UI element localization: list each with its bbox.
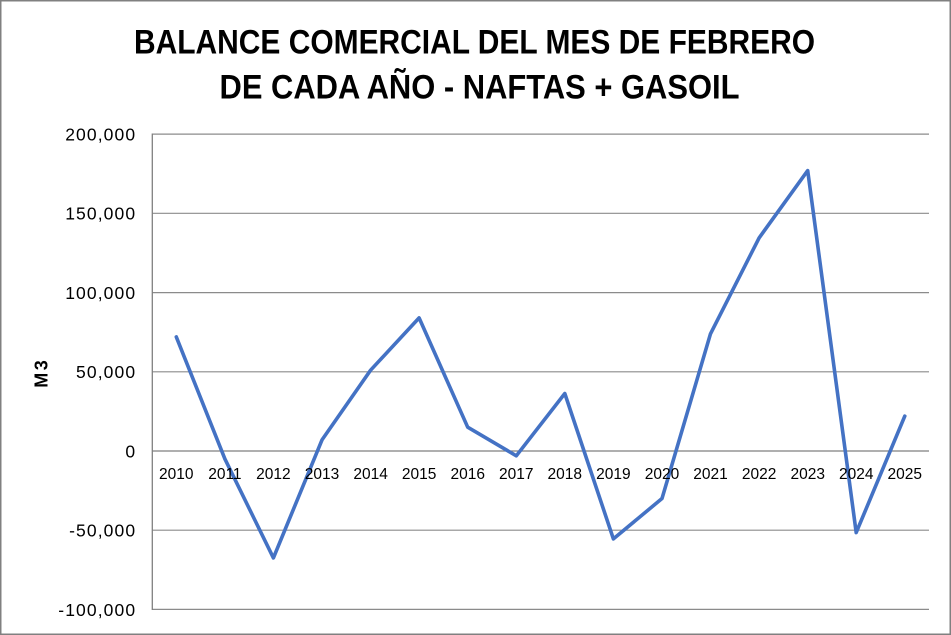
svg-text:150,000: 150,000 [65, 204, 136, 224]
svg-text:M3: M3 [31, 358, 51, 388]
svg-text:BALANCE COMERCIAL DEL MES DE F: BALANCE COMERCIAL DEL MES DE FEBRERO [134, 23, 815, 61]
svg-text:2012: 2012 [256, 466, 290, 483]
svg-text:2020: 2020 [645, 466, 680, 483]
svg-text:-100,000: -100,000 [58, 600, 136, 620]
svg-text:2024: 2024 [839, 466, 874, 483]
svg-text:2025: 2025 [888, 466, 922, 483]
svg-text:2011: 2011 [208, 466, 241, 483]
svg-text:200,000: 200,000 [65, 125, 136, 145]
svg-text:0: 0 [125, 441, 136, 461]
svg-text:100,000: 100,000 [65, 283, 136, 303]
svg-text:2017: 2017 [499, 466, 533, 483]
svg-text:2013: 2013 [305, 466, 339, 483]
svg-text:-50,000: -50,000 [69, 521, 136, 541]
svg-text:2021: 2021 [693, 466, 727, 483]
svg-text:2019: 2019 [596, 466, 630, 483]
svg-text:50,000: 50,000 [76, 362, 136, 382]
svg-text:2015: 2015 [402, 466, 436, 483]
svg-text:DE CADA AÑO - NAFTAS + GASOIL: DE CADA AÑO - NAFTAS + GASOIL [220, 67, 740, 106]
svg-text:2010: 2010 [159, 466, 194, 483]
svg-text:2016: 2016 [450, 466, 484, 483]
svg-text:2018: 2018 [548, 466, 582, 483]
svg-text:2023: 2023 [790, 466, 824, 483]
svg-text:2014: 2014 [353, 466, 388, 483]
svg-text:2022: 2022 [742, 466, 776, 483]
